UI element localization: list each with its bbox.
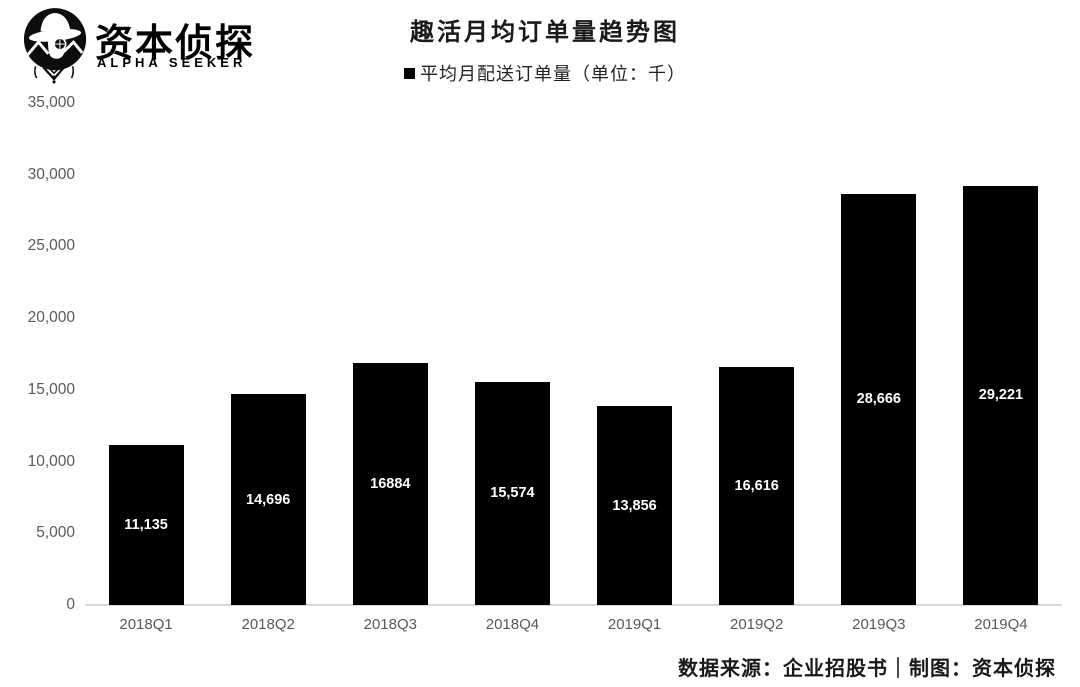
x-tick-label: 2018Q1 [119,616,173,633]
bar-value-label: 29,221 [978,387,1024,404]
y-axis: 0 5,000 10,000 15,000 20,000 25,000 30,000 35,0… [0,94,75,613]
x-tick-label: 2018Q3 [363,616,417,633]
bar-value-label: 16,616 [734,477,779,494]
bar [352,362,428,605]
source-note: 数据来源：企业招股书｜制图：资本侦探 [678,658,1056,680]
y-tick-label: 20,000 [27,309,75,327]
brand-logo [22,6,90,86]
x-tick-label: 2019Q1 [607,616,662,633]
brand-name-chinese: 资本侦探 [95,23,256,65]
bar-value-label: 11,135 [124,517,168,534]
y-tick-label: 5,000 [36,524,75,542]
x-tick-label: 2019Q3 [852,616,906,633]
bar-value-label: 13,856 [612,497,657,514]
bar [719,366,795,605]
y-tick-label: 30,000 [27,165,75,183]
y-tick-label: 35,000 [27,94,75,111]
bar [597,406,673,605]
bar-value-label: 14,696 [246,491,291,508]
bar-value-label: 15,574 [490,485,535,502]
plot-area: 11,135 2018Q1 14,696 2018Q2 16884 2018Q3 15,57… [85,103,1062,633]
brand-name-english: ALPHA SEEKER [97,55,247,70]
x-tick-label: 2019Q4 [974,616,1028,633]
bar-value-label: 16884 [370,475,411,492]
legend-label: 平均月配送订单量（单位：千） [420,64,686,84]
bar [474,381,550,605]
y-tick-label: 25,000 [27,237,75,255]
y-tick-label: 10,000 [27,452,75,470]
bar [230,394,306,605]
bar [841,193,917,605]
bar-value-label: 28,666 [856,391,901,408]
x-tick-label: 2018Q2 [241,616,295,633]
y-tick-label: 0 [66,596,75,613]
y-tick-label: 15,000 [27,380,75,398]
chart-title: 趣活月均订单量趋势图 [410,20,680,46]
detective-icon [23,8,87,84]
bar [108,445,184,605]
x-tick-label: 2019Q2 [729,616,784,633]
legend-swatch [404,67,415,79]
chart-legend: 平均月配送订单量（单位：千） [245,60,845,86]
bar [963,185,1039,605]
x-tick-label: 2018Q4 [485,616,540,633]
x-axis-line [85,604,1062,606]
